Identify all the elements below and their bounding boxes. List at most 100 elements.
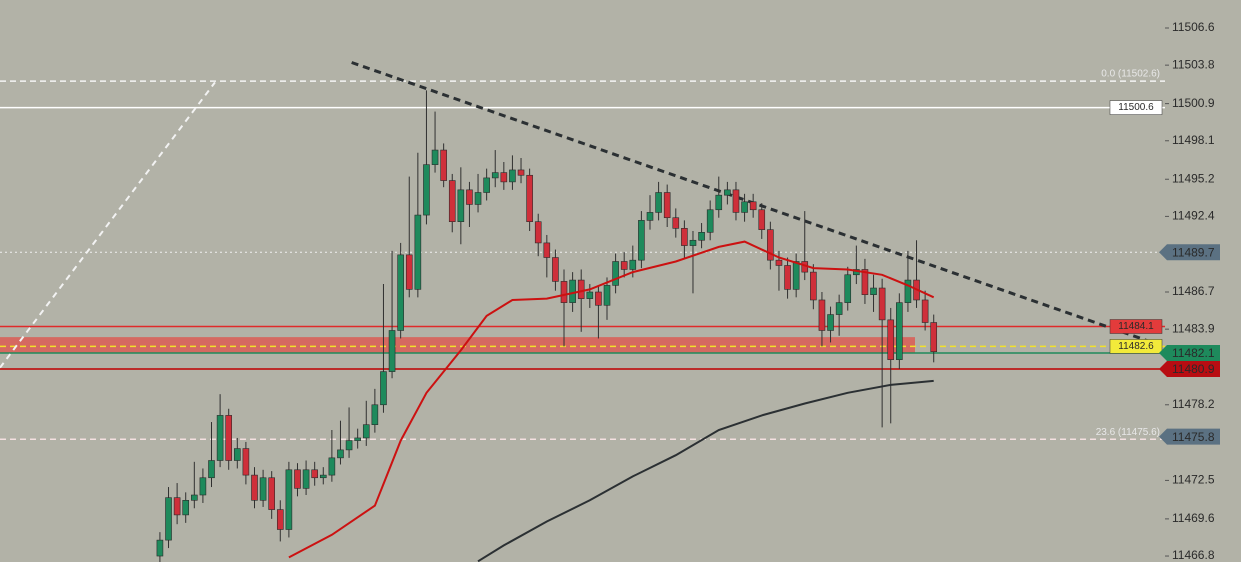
candle-body	[612, 261, 619, 286]
candle-body	[887, 319, 895, 360]
candle-body	[870, 287, 877, 295]
candle-body	[784, 265, 791, 290]
candle-body	[706, 209, 714, 233]
candle-body	[638, 220, 645, 261]
price-tag-label: 11482.6	[1118, 341, 1154, 352]
candle-body	[457, 189, 465, 222]
candle-body	[294, 469, 301, 489]
candle-body	[165, 497, 172, 541]
price-tag-label: 11482.1	[1172, 346, 1215, 360]
candle-body	[603, 285, 611, 306]
candle-body	[569, 279, 576, 303]
candle-body	[423, 164, 430, 216]
candle-body	[878, 287, 886, 321]
candle-body	[827, 314, 834, 331]
candle-body	[715, 194, 723, 211]
candle-body	[208, 460, 215, 479]
candle-body	[509, 169, 516, 183]
candle-body	[577, 279, 585, 299]
candle-body	[345, 440, 353, 451]
candle-body	[646, 212, 654, 221]
candle-body	[474, 192, 482, 205]
candle-body	[242, 448, 250, 476]
price-tag-label: 11475.8	[1172, 430, 1215, 444]
candle-body	[681, 228, 688, 246]
trendline	[0, 81, 216, 369]
candle-body	[311, 469, 318, 479]
candle-body	[199, 477, 207, 496]
y-tick-label: 11472.5	[1172, 473, 1215, 487]
candle-body	[810, 271, 817, 301]
candle-body	[233, 448, 241, 461]
candle-body	[758, 209, 766, 230]
candle-body	[173, 497, 181, 516]
price-tag-label: 11484.1	[1118, 321, 1154, 332]
candle-body	[792, 261, 800, 290]
y-tick-label: 11483.9	[1172, 321, 1215, 335]
candle-body	[844, 274, 852, 303]
candle-body	[397, 254, 404, 331]
price-tag	[1109, 339, 1163, 354]
candle-body	[732, 189, 740, 213]
candle-body	[517, 169, 525, 176]
candle-body	[552, 257, 559, 282]
y-tick-label: 11478.2	[1172, 397, 1215, 411]
candle-body	[448, 180, 456, 222]
candle-body	[156, 539, 164, 557]
y-tick-label: 11466.8	[1172, 548, 1215, 562]
candle-body	[191, 494, 198, 501]
candle-body	[328, 457, 336, 476]
candle-body	[259, 477, 267, 501]
candle-body	[698, 232, 705, 241]
candle-body	[595, 291, 602, 306]
candle-body	[629, 259, 637, 270]
candle-body	[225, 415, 233, 461]
candle-body	[689, 239, 697, 246]
y-tick-label: 11500.9	[1172, 96, 1215, 110]
candle-body	[543, 242, 551, 258]
moving-average	[288, 240, 935, 559]
y-tick-label: 11503.8	[1172, 57, 1215, 71]
price-tag	[1159, 428, 1220, 445]
y-tick-label: 11498.1	[1172, 133, 1215, 147]
candle-body	[663, 192, 671, 219]
candle-body	[362, 424, 370, 439]
candle-body	[620, 261, 628, 270]
candle-body	[483, 177, 490, 193]
candle-body	[414, 214, 422, 290]
candle-body	[466, 189, 473, 205]
y-tick-label: 11506.6	[1172, 20, 1215, 34]
candle-body	[276, 509, 284, 530]
price-tag	[1109, 100, 1163, 115]
candle-body	[380, 371, 387, 406]
trendline	[351, 61, 1161, 347]
y-tick-label: 11486.7	[1172, 284, 1215, 298]
candle-body	[775, 259, 783, 266]
candle-body	[216, 415, 224, 461]
candle-body	[319, 474, 327, 479]
zone	[0, 337, 915, 354]
candle-body	[921, 299, 929, 323]
candle-body	[182, 500, 190, 516]
candle-body	[302, 469, 310, 489]
candle-body	[586, 291, 594, 299]
candle-body	[896, 302, 903, 360]
candle-body	[500, 172, 508, 183]
y-tick-label: 11492.4	[1172, 209, 1215, 223]
price-tag	[1159, 345, 1220, 362]
candle-body	[749, 201, 757, 211]
price-tag-label: 11480.9	[1172, 362, 1215, 376]
candle-body	[655, 192, 662, 213]
candle-body	[285, 469, 293, 530]
candle-body	[835, 302, 843, 315]
price-tag	[1159, 244, 1220, 261]
candle-body	[268, 477, 275, 510]
candle-body	[337, 449, 344, 459]
y-tick-label: 11495.2	[1172, 171, 1215, 185]
fib-label: 23.6 (11475.6)	[1096, 427, 1160, 438]
candle-body	[526, 174, 533, 222]
moving-average	[477, 379, 934, 562]
candle-body	[440, 149, 447, 181]
